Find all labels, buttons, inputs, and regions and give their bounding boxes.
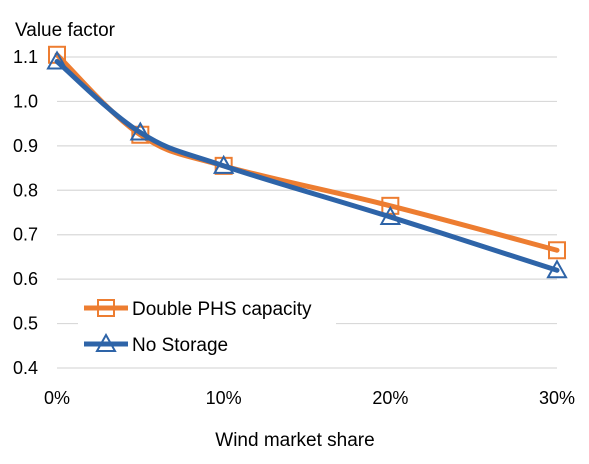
x-tick-label: 20% bbox=[372, 388, 408, 408]
x-tick-label: 10% bbox=[206, 388, 242, 408]
series-line bbox=[54, 58, 560, 273]
y-tick-label: 0.4 bbox=[13, 358, 38, 378]
series-lines bbox=[46, 45, 568, 279]
series-line bbox=[54, 52, 560, 253]
data-point-marker bbox=[379, 205, 402, 225]
data-point-marker bbox=[129, 121, 152, 141]
series-2 bbox=[46, 50, 568, 279]
data-point-marker bbox=[548, 241, 566, 260]
y-tick-label: 0.6 bbox=[13, 269, 38, 289]
y-axis-tick-labels: 0.4 0.5 0.6 0.7 0.8 0.9 1.0 1.1 bbox=[13, 47, 38, 378]
y-tick-label: 0.5 bbox=[13, 314, 38, 334]
y-axis-label: Value factor bbox=[15, 20, 116, 41]
y-tick-label: 1.0 bbox=[13, 91, 38, 111]
series-1 bbox=[48, 45, 566, 260]
y-tick-label: 0.8 bbox=[13, 180, 38, 200]
legend-background bbox=[78, 292, 336, 364]
x-tick-label: 0% bbox=[44, 388, 70, 408]
data-point-marker bbox=[546, 259, 568, 279]
legend: Double PHS capacity No Storage bbox=[78, 292, 336, 364]
legend-label: No Storage bbox=[132, 335, 228, 356]
legend-marker bbox=[97, 299, 115, 317]
data-point-marker bbox=[212, 154, 235, 174]
legend-label: Double PHS capacity bbox=[132, 299, 312, 320]
legend-item: No Storage bbox=[84, 332, 228, 356]
data-point-marker bbox=[381, 196, 400, 215]
data-point-marker bbox=[46, 50, 68, 70]
x-tick-label: 30% bbox=[539, 388, 575, 408]
y-tick-label: 1.1 bbox=[13, 47, 38, 67]
legend-item: Double PHS capacity bbox=[84, 299, 312, 320]
y-tick-label: 0.7 bbox=[13, 225, 38, 245]
legend-marker bbox=[95, 332, 117, 352]
x-axis-label: Wind market share bbox=[215, 430, 374, 451]
y-tick-label: 0.9 bbox=[13, 136, 38, 156]
x-axis-tick-labels: 0% 10% 20% 30% bbox=[44, 388, 575, 408]
